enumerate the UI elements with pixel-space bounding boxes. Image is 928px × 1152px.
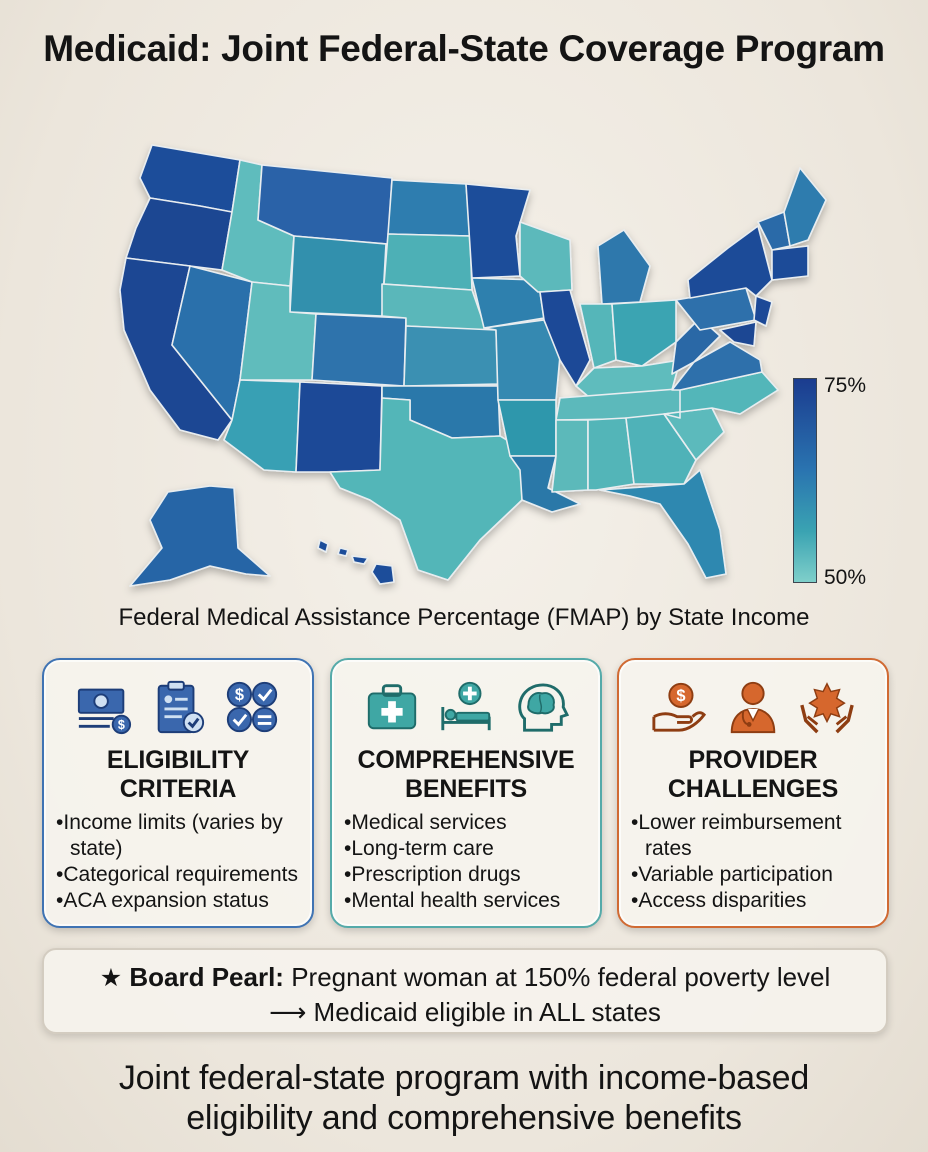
state-michigan (597, 229, 651, 305)
clipboard-icon (157, 680, 205, 734)
hands-care-icon (800, 682, 854, 734)
state-wisconsin (519, 221, 573, 293)
state-south-dakota (383, 233, 473, 291)
state-new-york (687, 225, 773, 299)
svg-text:$: $ (235, 686, 244, 704)
map-caption: Federal Medical Assistance Percentage (F… (118, 604, 810, 631)
state-wyoming (289, 235, 387, 317)
board-pearl-line-1: ★ Board Pearl: Pregnant woman at 150% fe… (44, 960, 886, 995)
eligibility-card-title: ELIGIBILITY CRITERIA (106, 746, 250, 803)
board-pearl-label: Board Pearl: (129, 962, 284, 992)
state-texas (329, 397, 523, 581)
state-new-mexico (295, 381, 383, 473)
state-ohio (611, 299, 677, 367)
hand-coin-icon: $ (652, 682, 707, 732)
doctor-icon (730, 681, 776, 734)
list-item: Mental health services (344, 888, 594, 914)
state-georgia (625, 413, 697, 485)
calculator-icon: $ (226, 681, 278, 733)
page-title: Medicaid: Joint Federal-State Coverage P… (43, 28, 885, 69)
eligibility-list: Income limits (varies by state) Categori… (56, 810, 306, 914)
list-item: Income limits (varies by state) (56, 810, 306, 862)
list-item: Categorical requirements (56, 862, 306, 888)
state-pennsylvania (675, 287, 757, 331)
board-pearl-line-2: ⟶ Medicaid eligible in ALL states (269, 997, 661, 1027)
state-alaska (129, 485, 271, 587)
legend-min-label: 50% (824, 566, 867, 589)
state-new-england-south (771, 245, 809, 281)
svg-text:$: $ (118, 718, 125, 732)
svg-text:$: $ (676, 687, 685, 705)
list-item: Long-term care (344, 836, 594, 862)
state-north-dakota (387, 179, 471, 237)
list-item: ACA expansion status (56, 888, 306, 914)
state-new-jersey (753, 295, 773, 327)
challenges-card-title: PROVIDER CHALLENGES (667, 746, 839, 803)
list-item: Prescription drugs (344, 862, 594, 888)
hospital-bed-icon (441, 681, 491, 731)
footer-summary: Joint federal-state program with income-… (118, 1059, 810, 1137)
list-item: Variable participation (631, 862, 881, 888)
star-icon: ★ (99, 964, 123, 992)
state-florida (599, 469, 727, 579)
state-alabama (587, 417, 635, 491)
fmap-legend-bar (793, 378, 817, 583)
board-pearl-text: Pregnant woman at 150% federal poverty l… (283, 962, 831, 992)
legend-max-label: 75% (824, 374, 867, 397)
benefits-card-title: COMPREHENSIVE BENEFITS (357, 746, 575, 803)
medical-kit-icon (367, 684, 417, 730)
eligibility-criteria-card: $ $ ELIGIBILITY CRITERIA Income l (42, 658, 314, 928)
state-hawaii-3 (351, 555, 369, 565)
benefits-icons (332, 678, 600, 736)
state-kansas (403, 325, 499, 387)
money-icon: $ (77, 688, 132, 735)
challenges-list: Lower reimbursement rates Variable parti… (631, 810, 881, 914)
state-hawaii-4 (371, 563, 395, 585)
state-minnesota (465, 183, 531, 279)
us-fmap-choropleth-map (119, 144, 827, 587)
state-mississippi (551, 419, 589, 493)
eligibility-icons: $ $ (44, 678, 312, 736)
state-hawaii-1 (317, 539, 329, 553)
brain-head-icon (518, 683, 569, 732)
board-pearl-box: ★ Board Pearl: Pregnant woman at 150% fe… (42, 948, 888, 1034)
state-colorado (311, 313, 407, 387)
state-hawaii-2 (337, 547, 349, 557)
list-item: Lower reimbursement rates (631, 810, 881, 862)
comprehensive-benefits-card: COMPREHENSIVE BENEFITS Medical services … (330, 658, 602, 928)
state-maryland (719, 321, 757, 347)
list-item: Access disparities (631, 888, 881, 914)
benefits-list: Medical services Long-term care Prescrip… (344, 810, 594, 914)
state-maine (783, 167, 827, 247)
provider-challenges-card: $ PROVIDER CHALLENGES Lower reimbursemen… (617, 658, 889, 928)
challenges-icons: $ (619, 678, 887, 736)
state-north-carolina (663, 371, 779, 419)
list-item: Medical services (344, 810, 594, 836)
